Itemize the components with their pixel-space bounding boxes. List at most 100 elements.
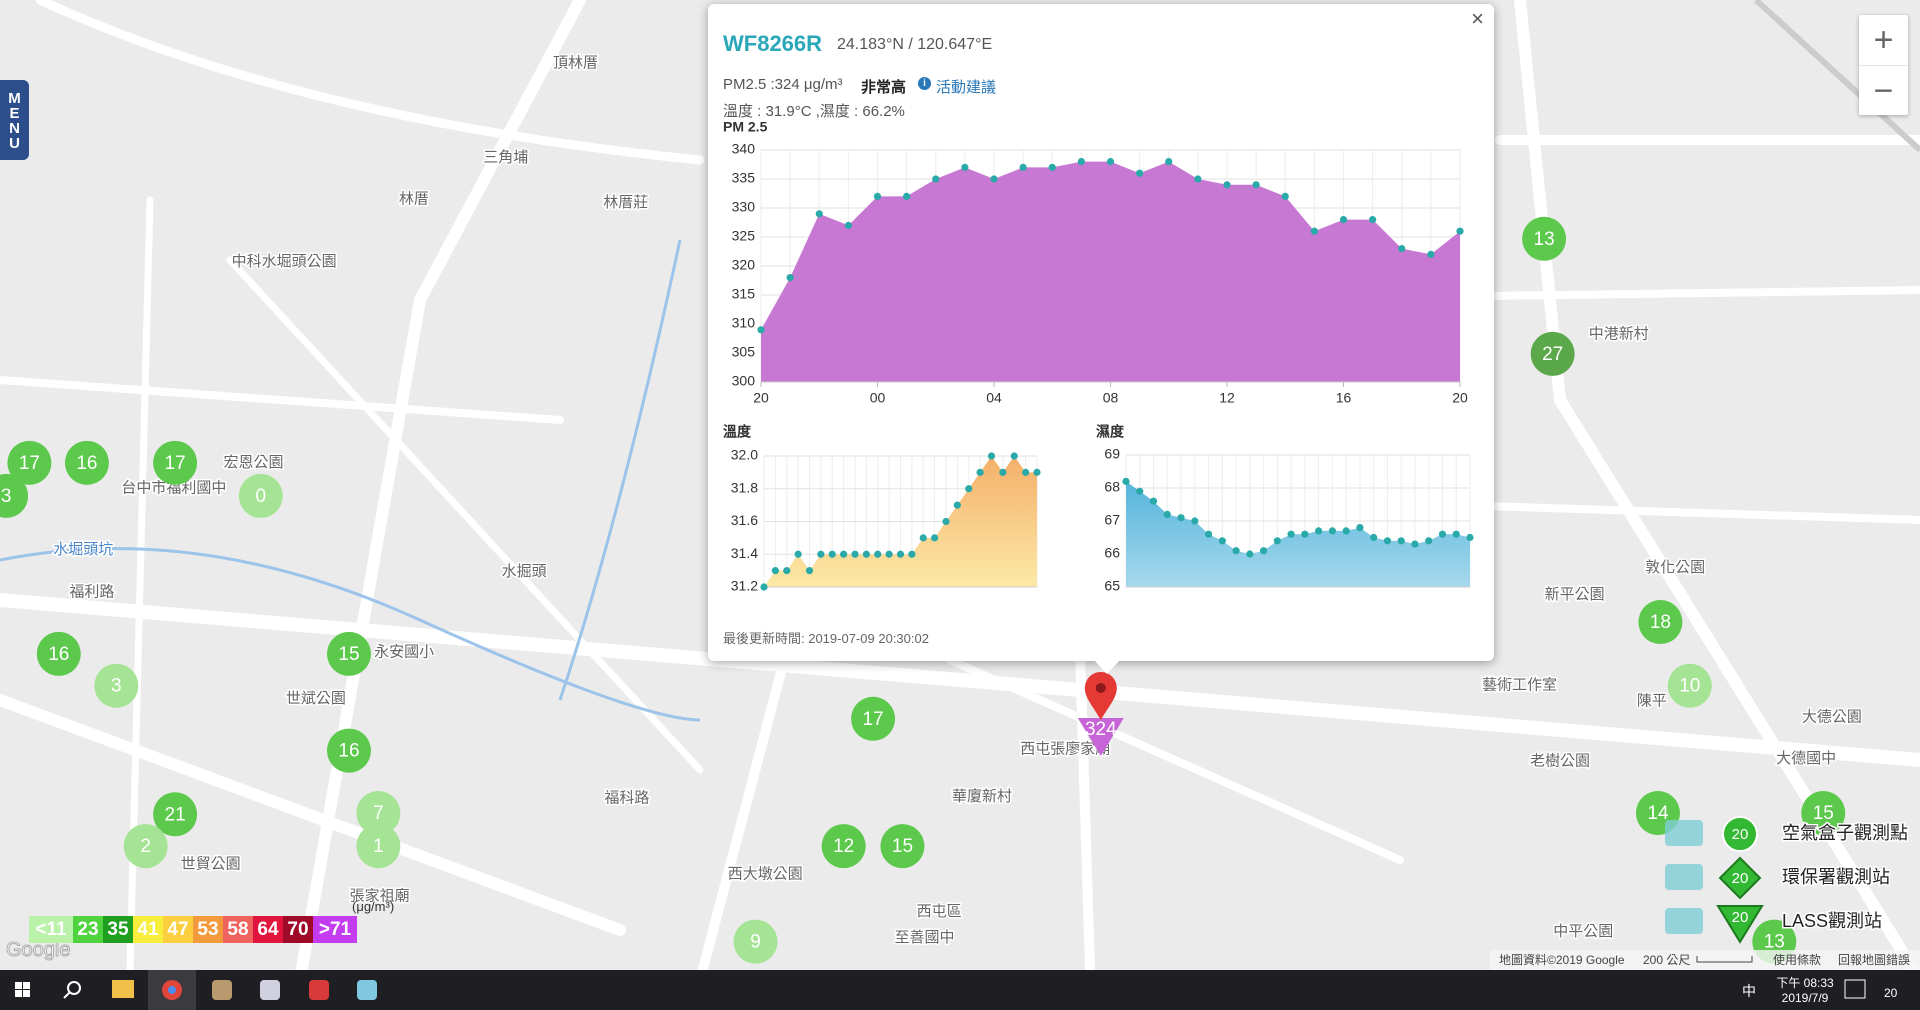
- marker-circle: [880, 824, 925, 869]
- station-marker[interactable]: 3: [94, 663, 139, 708]
- area-fill: [1126, 481, 1470, 587]
- zoom-control: + −: [1859, 15, 1908, 115]
- marker-value: 27: [1542, 344, 1563, 365]
- station-marker[interactable]: 3: [0, 473, 29, 518]
- station-marker[interactable]: 10: [1667, 663, 1712, 708]
- station-marker[interactable]: 18: [1638, 600, 1683, 645]
- marker-value: 15: [338, 644, 359, 665]
- station-marker[interactable]: 13: [1522, 216, 1567, 261]
- app-icon[interactable]: [309, 980, 329, 1000]
- station-marker[interactable]: 15: [326, 631, 371, 676]
- data-point: [1252, 181, 1260, 189]
- attribution-terms: 使用條款: [1773, 952, 1821, 967]
- data-point: [786, 274, 794, 282]
- station-marker[interactable]: 1: [356, 824, 401, 869]
- y-tick-label: 66: [1104, 545, 1120, 561]
- data-point: [1106, 158, 1115, 166]
- station-marker[interactable]: 21: [153, 792, 198, 837]
- y-tick-label: 68: [1104, 479, 1120, 495]
- data-point: [990, 175, 998, 183]
- data-point: [1033, 468, 1041, 476]
- station-marker[interactable]: 15: [1801, 791, 1846, 836]
- map-label: 中科水堀頭公園: [232, 253, 337, 270]
- data-point: [999, 468, 1007, 476]
- map-label: 張家祖廟: [350, 887, 410, 904]
- data-point: [908, 550, 916, 558]
- station-marker[interactable]: 27: [1530, 331, 1575, 376]
- data-point: [874, 550, 882, 558]
- y-tick-label: 340: [732, 141, 756, 157]
- marker-value: 2: [140, 836, 151, 857]
- marker-value: 13: [1534, 229, 1555, 250]
- station-marker[interactable]: 2: [123, 824, 168, 869]
- data-point: [1273, 537, 1281, 545]
- station-marker[interactable]: 16: [326, 728, 371, 773]
- start-button[interactable]: [15, 982, 30, 997]
- popup-charts: PM 2.5 300 305 310 315 320 325 330 335 340 20 00 04 0…: [723, 119, 1474, 594]
- y-tick-label: 67: [1104, 512, 1120, 528]
- marker-circle: [153, 792, 198, 837]
- data-point: [987, 452, 996, 460]
- advice-link[interactable]: 活動建議: [936, 79, 997, 96]
- data-point: [873, 192, 882, 200]
- station-marker[interactable]: 15: [880, 824, 925, 869]
- map-label: 世斌公園: [286, 690, 346, 707]
- y-tick-label: 335: [732, 170, 756, 186]
- data-point: [1022, 468, 1030, 476]
- app-icon[interactable]: [357, 980, 377, 1000]
- station-marker[interactable]: 17: [7, 440, 52, 485]
- map-label: 頂林厝: [553, 55, 598, 72]
- data-point: [1165, 158, 1173, 166]
- data-point: [1456, 227, 1464, 235]
- station-marker[interactable]: 16: [36, 631, 81, 676]
- zoom-out[interactable]: −: [1873, 71, 1894, 110]
- map-label: 水掘頭: [502, 563, 547, 580]
- app-icon[interactable]: [260, 980, 280, 1000]
- station-marker[interactable]: 12: [821, 824, 866, 869]
- marker-circle: [123, 824, 168, 869]
- y-tick-label: 31.6: [731, 512, 758, 528]
- marker-circle: [64, 440, 109, 485]
- y-tick-label: 31.2: [731, 578, 758, 594]
- pin-dot: [1095, 682, 1106, 693]
- map-label: 福科路: [604, 789, 649, 806]
- area-fill: [761, 161, 1460, 382]
- data-point: [942, 517, 950, 526]
- station-marker[interactable]: 16: [64, 440, 109, 485]
- map-label: 大德公園: [1802, 708, 1862, 726]
- explorer-icon[interactable]: [112, 980, 134, 998]
- data-point: [1287, 530, 1295, 538]
- station-marker[interactable]: 0: [238, 473, 283, 518]
- map-label: 西屯張廖家廟: [1020, 739, 1110, 757]
- clock-date[interactable]: 2019/7/9: [1781, 991, 1829, 1005]
- menu-button[interactable]: MENU: [0, 80, 29, 160]
- y-tick-label: 300: [732, 373, 756, 389]
- zoom-in[interactable]: +: [1859, 15, 1908, 66]
- marker-circle: [326, 728, 371, 773]
- data-point: [757, 326, 765, 334]
- notification-icon[interactable]: [1844, 979, 1866, 999]
- marker-circle: [36, 631, 81, 676]
- data-point: [1191, 517, 1199, 525]
- attribution-bar: [1490, 950, 1920, 970]
- clock-time[interactable]: 下午 08:33: [1776, 976, 1834, 990]
- marker-circle: [1801, 791, 1846, 836]
- y-tick-label: 320: [732, 257, 756, 273]
- marker-circle: [851, 696, 896, 741]
- station-marker[interactable]: 7: [356, 791, 401, 836]
- station-marker[interactable]: 17: [153, 440, 198, 485]
- attribution-report: 回報地圖錯誤: [1838, 952, 1910, 967]
- search-button[interactable]: [63, 981, 81, 999]
- close-button[interactable]: ×: [1471, 6, 1484, 31]
- station-marker[interactable]: 17: [851, 696, 896, 741]
- app-icon[interactable]: [212, 980, 232, 1000]
- data-point: [1427, 250, 1435, 258]
- data-point: [1310, 227, 1318, 235]
- data-point: [885, 550, 893, 558]
- data-point: [1246, 550, 1254, 558]
- ime-indicator[interactable]: 中: [1742, 983, 1756, 999]
- marker-circle: [1530, 331, 1575, 376]
- scale-legend-item: 58: [223, 916, 253, 943]
- station-marker[interactable]: 9: [733, 919, 778, 964]
- popup-pointer: [1094, 660, 1120, 674]
